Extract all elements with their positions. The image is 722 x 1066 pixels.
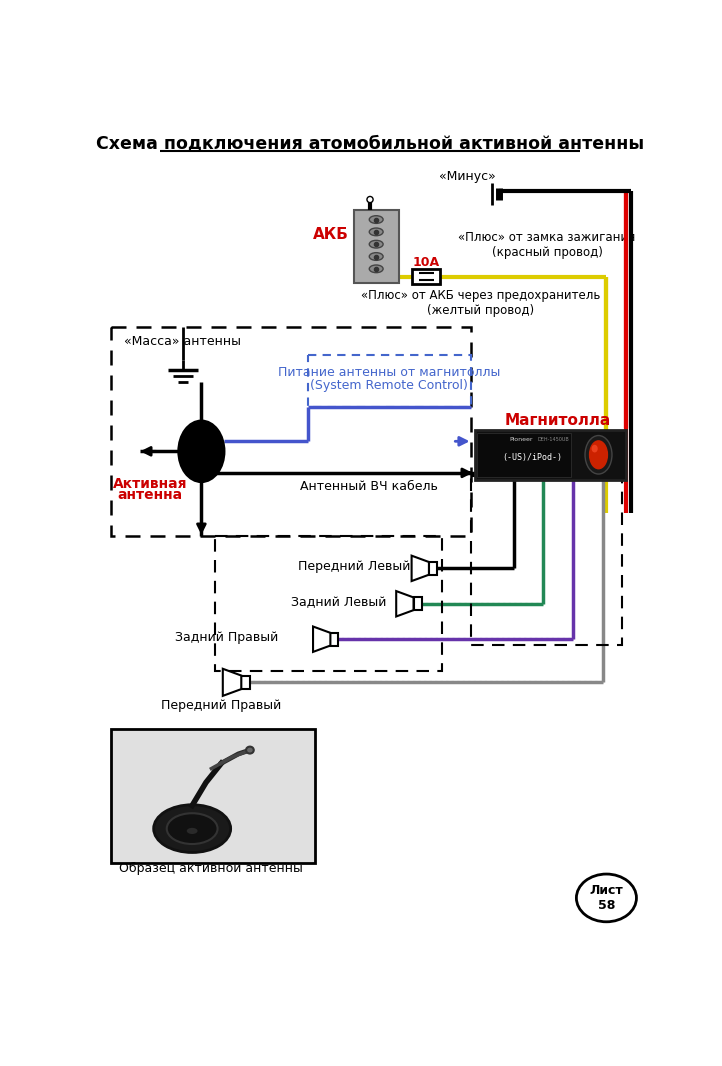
Ellipse shape (187, 828, 198, 834)
Text: Задний Левый: Задний Левый (291, 596, 386, 609)
Text: Питание антенны от магнитоллы: Питание антенны от магнитоллы (278, 367, 500, 379)
Text: Лист
58: Лист 58 (590, 884, 623, 911)
Bar (471, 475, 622, 645)
Text: Задний Правый: Задний Правый (175, 631, 279, 644)
Text: (-US)/iPod-): (-US)/iPod-) (502, 453, 562, 462)
Bar (354, 210, 399, 284)
Bar (331, 633, 339, 646)
Text: Активная: Активная (113, 477, 187, 490)
Ellipse shape (369, 265, 383, 273)
Text: Образец активной антенны: Образец активной антенны (119, 862, 303, 875)
Bar (215, 536, 443, 671)
Ellipse shape (591, 445, 598, 452)
Bar (414, 597, 422, 610)
Polygon shape (396, 591, 414, 616)
Text: Pioneer: Pioneer (510, 437, 534, 442)
Ellipse shape (369, 215, 383, 224)
Ellipse shape (246, 746, 253, 754)
Bar (475, 430, 626, 480)
Text: DEH-1450UB: DEH-1450UB (537, 437, 569, 442)
Text: Антенный ВЧ кабель: Антенный ВЧ кабель (300, 481, 438, 494)
Bar (111, 728, 316, 863)
Ellipse shape (179, 421, 224, 482)
Text: антенна: антенна (117, 488, 183, 502)
Ellipse shape (576, 874, 637, 922)
Text: (System Remote Control): (System Remote Control) (310, 379, 468, 392)
Bar (308, 355, 471, 407)
Ellipse shape (154, 805, 230, 853)
Text: «Минус»: «Минус» (440, 169, 496, 183)
Polygon shape (313, 627, 331, 652)
Bar (429, 562, 437, 575)
Ellipse shape (369, 228, 383, 236)
Ellipse shape (167, 813, 217, 844)
Text: Магнитолла: Магнитолла (505, 413, 611, 429)
Text: «Плюс» от АКБ через предохранитель
(желтый провод): «Плюс» от АКБ через предохранитель (желт… (361, 290, 601, 318)
Text: Передний Правый: Передний Правый (161, 699, 282, 712)
Ellipse shape (369, 240, 383, 248)
Text: Передний Левый: Передний Левый (297, 561, 410, 574)
Ellipse shape (585, 436, 612, 474)
Ellipse shape (367, 196, 373, 203)
Text: «Масса» антенны: «Масса» антенны (124, 336, 241, 349)
Bar (241, 676, 250, 689)
Bar (111, 326, 471, 536)
Text: «Плюс» от замка зажигания
(красный провод): «Плюс» от замка зажигания (красный прово… (458, 231, 636, 259)
Text: 10А: 10А (413, 256, 440, 270)
Text: АКБ: АКБ (313, 227, 349, 242)
Text: Схема подключения атомобильной активной антенны: Схема подключения атомобильной активной … (96, 134, 644, 152)
Bar (477, 433, 570, 477)
Ellipse shape (589, 440, 608, 469)
Polygon shape (223, 668, 241, 696)
Bar (412, 269, 440, 285)
Polygon shape (412, 555, 429, 581)
Ellipse shape (369, 253, 383, 260)
